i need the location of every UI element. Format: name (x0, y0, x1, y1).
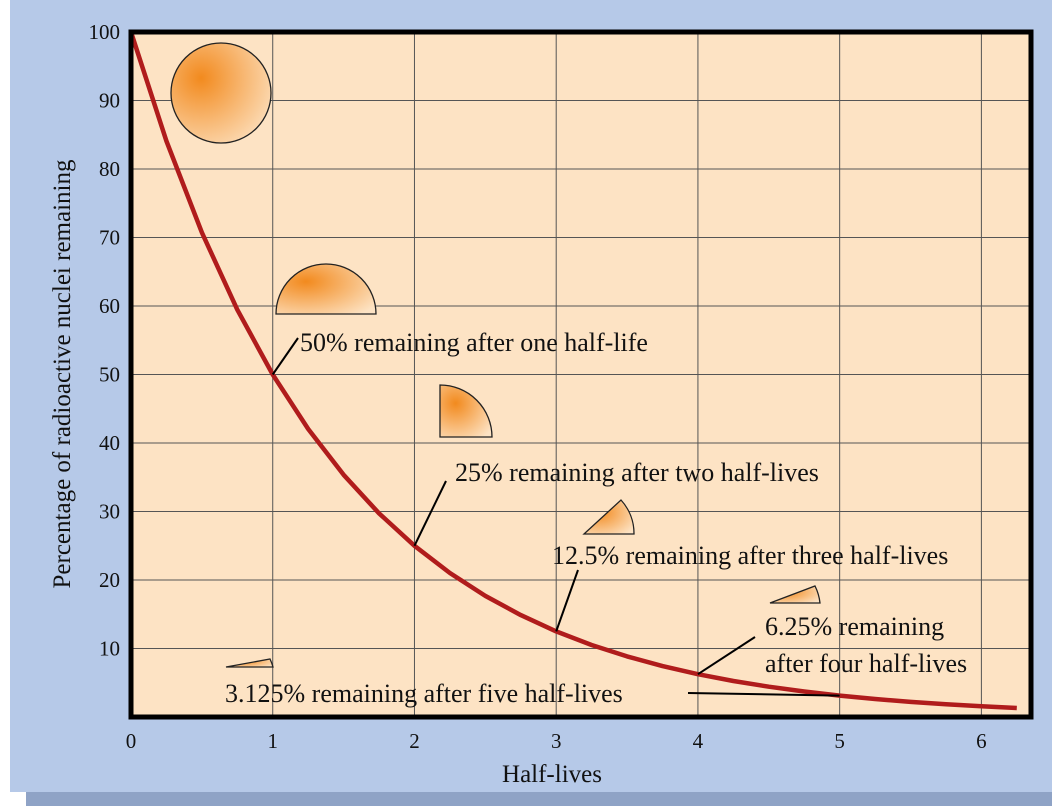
y-tick-label: 40 (99, 431, 120, 455)
annotation-pointer (413, 480, 447, 547)
frame-shadow (26, 792, 1052, 806)
y-tick-label: 60 (99, 294, 120, 318)
annotation: 12.5% remaining after three half-lives (552, 541, 948, 570)
x-axis-label: Half-lives (502, 761, 602, 788)
y-tick-label: 90 (99, 89, 120, 113)
y-tick-label: 50 (99, 363, 120, 387)
pie-whole (170, 42, 272, 144)
annotation: after four half-lives (765, 649, 967, 678)
annotation: 50% remaining after one half-life (300, 328, 648, 357)
x-tick-label: 4 (693, 729, 704, 753)
x-tick-label: 0 (126, 729, 137, 753)
x-tick-label: 3 (551, 729, 562, 753)
x-tick-label: 1 (267, 729, 278, 753)
x-tick-label: 2 (409, 729, 420, 753)
pie-sixteenth (769, 585, 821, 604)
x-tick-label: 6 (976, 729, 987, 753)
annotation-pointer (687, 692, 840, 697)
y-tick-label: 10 (99, 637, 120, 661)
x-tick-label: 5 (834, 729, 845, 753)
pie-thirty-second (225, 658, 274, 668)
annotation-pointer (697, 636, 756, 676)
pie-half (275, 263, 377, 315)
y-tick-label: 20 (99, 568, 120, 592)
annotation-pointer (555, 569, 579, 632)
y-tick-label: 70 (99, 226, 120, 250)
pie-quarter (439, 384, 493, 438)
y-tick-label: 80 (99, 157, 120, 181)
pie-eighth (582, 499, 635, 535)
plot-border (128, 29, 1034, 720)
decay-curve (128, 31, 1017, 711)
annotation-pointer (271, 337, 299, 376)
annotation: 3.125% remaining after five half-lives (225, 679, 623, 708)
y-tick-label: 30 (99, 500, 120, 524)
y-tick-label: 100 (89, 20, 121, 44)
fraction-pies (170, 42, 821, 668)
annotation: 25% remaining after two half-lives (455, 458, 819, 487)
annotation: 6.25% remaining (765, 612, 944, 641)
y-axis-label: Percentage of radioactive nuclei remaini… (49, 159, 76, 588)
